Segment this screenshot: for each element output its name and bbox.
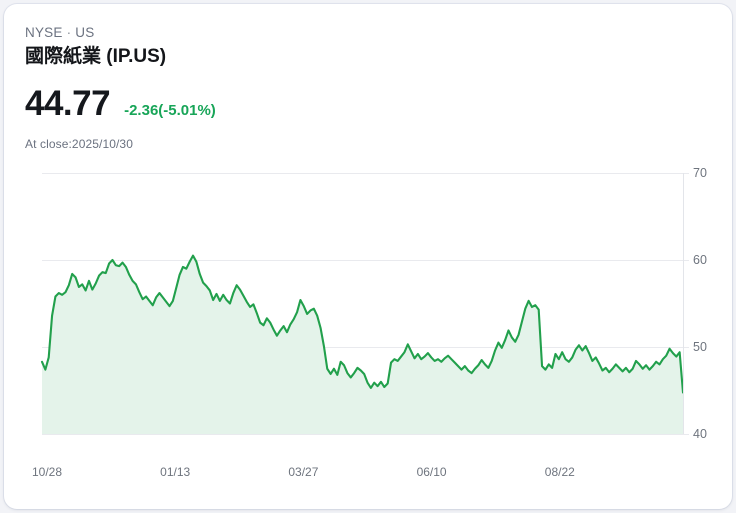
chart-area-fill — [42, 255, 683, 434]
at-close-timestamp: At close:2025/10/30 — [25, 137, 133, 151]
current-price: 44.77 — [25, 84, 111, 123]
price-chart[interactable]: 70 60 50 40 — [4, 165, 732, 465]
x-axis-tick-label: 08/22 — [544, 465, 575, 479]
chart-line — [40, 254, 685, 394]
quote-header: NYSE · US 國際紙業 (IP.US) 44.77 -2.36(-5.01%)… — [4, 4, 732, 151]
page-title: 國際紙業 (IP.US) — [25, 46, 167, 67]
country-code: US — [75, 25, 95, 40]
x-axis-tick-label: 10/28 — [31, 465, 63, 479]
x-axis-tick-label: 03/27 — [288, 465, 319, 479]
exchange-separator: · — [66, 25, 72, 40]
price-chart-svg — [40, 173, 689, 435]
stock-quote-card: NYSE · US 國際紙業 (IP.US) 44.77 -2.36(-5.01%)… — [4, 4, 732, 509]
quote-row: 44.77 -2.36(-5.01%) — [25, 84, 732, 124]
exchange-line: NYSE · US — [25, 24, 732, 41]
x-axis-tick-label: 01/13 — [160, 465, 191, 479]
x-axis-tick-label: 06/10 — [416, 465, 447, 479]
exchange-name: NYSE — [25, 25, 63, 40]
x-axis-labels: 10/28 01/13 03/27 06/10 08/22 — [4, 465, 732, 487]
price-change: -2.36(-5.01%) — [124, 102, 216, 119]
